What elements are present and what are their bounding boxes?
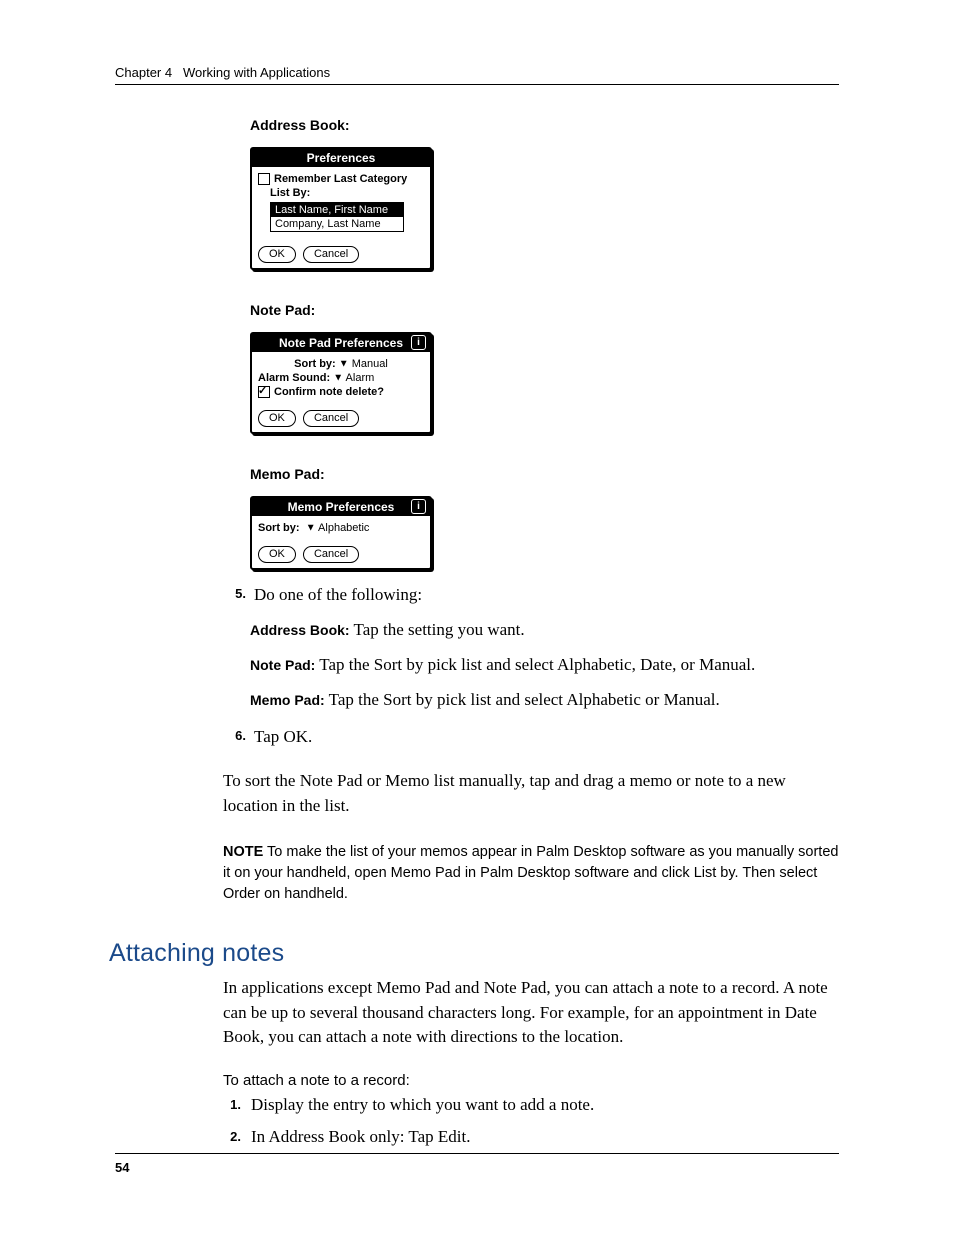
chapter-label: Chapter 4 [115,65,172,80]
remember-checkbox[interactable] [258,173,270,185]
sort-by-value[interactable]: Alphabetic [318,522,369,534]
footer: 54 [115,1153,839,1175]
address-book-label: Address Book: [250,117,839,133]
option-note-pad: Note Pad: Tap the Sort by pick list and … [250,654,839,677]
dialog-title: Memo Preferences [288,500,395,514]
note-text: To make the list of your memos appear in… [223,844,838,902]
page-number: 54 [115,1160,129,1175]
dialog-title: Preferences [252,149,430,167]
option-label: Address Book: [250,622,350,638]
option-label: Note Pad: [250,657,315,673]
info-icon[interactable]: i [411,499,426,514]
sort-by-label: Sort by: [294,358,336,370]
option-text: Tap the Sort by pick list and select Alp… [315,655,755,674]
dropdown-icon[interactable]: ▼ [339,359,349,370]
option-text: Tap the setting you want. [350,620,525,639]
sort-by-value[interactable]: Manual [352,358,388,370]
alarm-sound-label: Alarm Sound: [258,372,330,384]
ok-button[interactable]: OK [258,246,296,263]
step-number: 5. [220,584,246,607]
step-text: Tap OK. [254,726,839,749]
step-number: 1. [223,1095,241,1115]
ok-button[interactable]: OK [258,410,296,427]
note-box: NOTE To make the list of your memos appe… [223,842,839,905]
memo-pad-dialog: Memo Preferencesi Sort by: ▼ Alphabetic … [250,496,432,570]
note-pad-label: Note Pad: [250,302,839,318]
dropdown-icon[interactable]: ▼ [333,373,343,384]
option-memo-pad: Memo Pad: Tap the Sort by pick list and … [250,689,839,712]
list-option[interactable]: Company, Last Name [271,217,403,231]
cancel-button[interactable]: Cancel [303,246,359,263]
option-address-book: Address Book: Tap the setting you want. [250,619,839,642]
note-pad-dialog: Note Pad Preferencesi Sort by: ▼ Manual … [250,332,432,434]
cancel-button[interactable]: Cancel [303,546,359,563]
attach-step-1: 1. Display the entry to which you want t… [223,1095,839,1115]
running-head: Chapter 4 Working with Applications [115,65,839,80]
list-option-selected[interactable]: Last Name, First Name [271,203,403,217]
address-book-dialog: Preferences Remember Last Category List … [250,147,432,270]
remember-label: Remember Last Category [274,173,407,185]
attach-step-2: 2. In Address Book only: Tap Edit. [223,1127,839,1147]
section-intro: In applications except Memo Pad and Note… [223,976,839,1050]
confirm-delete-label: Confirm note delete? [274,386,384,398]
step-number: 6. [220,726,246,749]
dialog-title: Note Pad Preferences [279,336,403,350]
section-heading: Attaching notes [109,939,839,968]
list-by-label: List By: [270,187,424,199]
step-text: Display the entry to which you want to a… [251,1095,839,1115]
option-label: Memo Pad: [250,692,325,708]
procedure-heading: To attach a note to a record: [223,1072,839,1089]
step-number: 2. [223,1127,241,1147]
body-paragraph: To sort the Note Pad or Memo list manual… [223,769,839,818]
step-text: In Address Book only: Tap Edit. [251,1127,839,1147]
cancel-button[interactable]: Cancel [303,410,359,427]
ok-button[interactable]: OK [258,546,296,563]
chapter-title: Working with Applications [183,65,330,80]
dropdown-icon[interactable]: ▼ [306,523,316,534]
note-label: NOTE [223,844,263,860]
list-by-options[interactable]: Last Name, First Name Company, Last Name [270,202,404,232]
memo-pad-label: Memo Pad: [250,466,839,482]
step-6: 6. Tap OK. [220,726,839,749]
alarm-sound-value[interactable]: Alarm [346,372,375,384]
header-rule [115,84,839,85]
sort-by-label: Sort by: [258,522,300,534]
step-text: Do one of the following: [254,584,839,607]
option-text: Tap the Sort by pick list and select Alp… [325,690,720,709]
info-icon[interactable]: i [411,335,426,350]
step-5: 5. Do one of the following: [220,584,839,607]
confirm-delete-checkbox[interactable] [258,386,270,398]
